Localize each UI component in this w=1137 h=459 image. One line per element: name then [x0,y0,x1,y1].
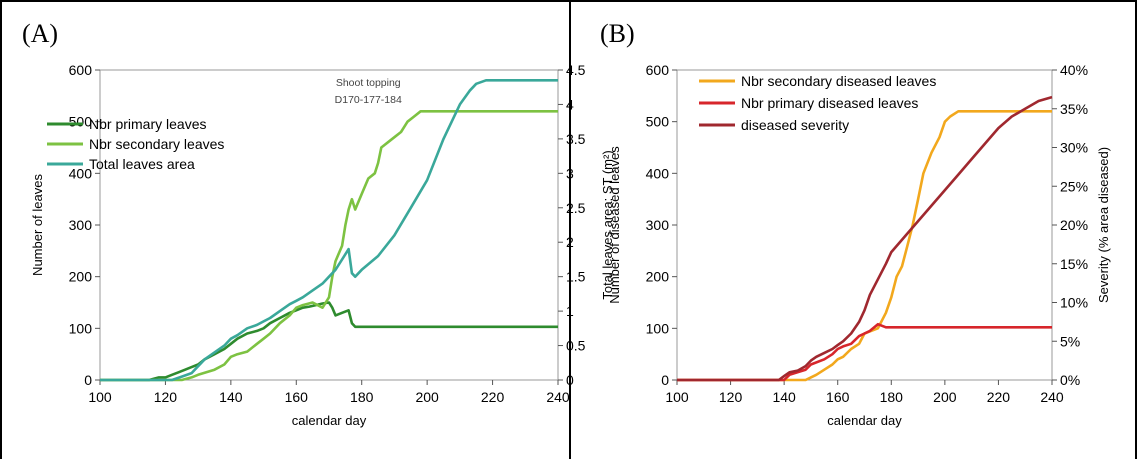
y2-tick-label: 40% [1060,62,1088,78]
x-tick-label: 160 [285,389,309,405]
y2-axis-title: Severity (% area diseased) [1096,147,1111,303]
panel-divider [569,2,571,459]
y2-tick-label: 0% [1060,372,1080,388]
x-tick-label: 100 [88,389,112,405]
x-tick-label: 180 [350,389,374,405]
x-axis-title: calendar day [827,413,902,428]
legend-label: Total leaves area [89,156,195,172]
x-tick-label: 220 [987,389,1011,405]
x-tick-label: 160 [826,389,850,405]
x-tick-label: 120 [719,389,743,405]
annotation-text: D170-177-184 [335,94,402,106]
series-line [100,110,558,382]
x-tick-label: 200 [933,389,957,405]
y2-axis-title: Total leaves area: ST (m²) [600,150,615,299]
y2-tick-label: 15% [1060,256,1088,272]
panel-label: (A) [22,19,58,48]
x-tick-label: 240 [1040,389,1064,405]
x-tick-label: 140 [219,389,243,405]
y2-tick-label: 20% [1060,217,1088,233]
x-tick-label: 120 [154,389,178,405]
y-tick-label: 100 [646,320,670,336]
x-tick-label: 240 [546,389,570,405]
series-line [100,79,558,382]
y-tick-label: 300 [69,217,93,233]
y-tick-label: 200 [69,269,93,285]
series-line [100,301,558,382]
y-tick-label: 400 [646,165,670,181]
panel-label: (B) [600,19,635,48]
legend-label: Nbr primary leaves [89,116,206,132]
legend-label: Nbr secondary diseased leaves [741,73,936,89]
legend-label: Nbr secondary leaves [89,136,224,152]
y-tick-label: 300 [646,217,670,233]
y-tick-label: 0 [84,372,92,388]
y-tick-label: 500 [69,114,93,130]
x-tick-label: 140 [772,389,796,405]
legend-label: Nbr primary diseased leaves [741,95,918,111]
y-tick-label: 400 [69,165,93,181]
series-line [677,110,1052,382]
x-tick-label: 200 [415,389,439,405]
y-tick-label: 500 [646,114,670,130]
y-tick-label: 600 [69,62,93,78]
x-tick-label: 220 [481,389,505,405]
y2-tick-label: 35% [1060,101,1088,117]
series-line [677,322,1052,382]
legend-label: diseased severity [741,117,849,133]
y-axis-title: Number of diseased leaves [607,146,622,304]
chart-panel-b: (B)100 120 140 160 180 200 220 2400100200300400… [600,19,1111,428]
y2-tick-label: 25% [1060,178,1088,194]
y2-tick-label: 10% [1060,295,1088,311]
y2-tick-label: 5% [1060,333,1080,349]
x-axis-title: calendar day [292,413,367,428]
y2-tick-label: 30% [1060,140,1088,156]
chart-panel-a: (A)100 120 140 160 180 200 220 2400100200300400… [22,19,615,428]
x-tick-label: 180 [880,389,904,405]
y-tick-label: 100 [69,320,93,336]
annotation-text: Shoot topping [336,77,401,89]
y-tick-label: 0 [661,372,669,388]
y-tick-label: 600 [646,62,670,78]
series-line [677,95,1053,382]
y-tick-label: 200 [646,269,670,285]
y-axis-title: Number of leaves [30,174,45,276]
x-tick-label: 100 [665,389,689,405]
